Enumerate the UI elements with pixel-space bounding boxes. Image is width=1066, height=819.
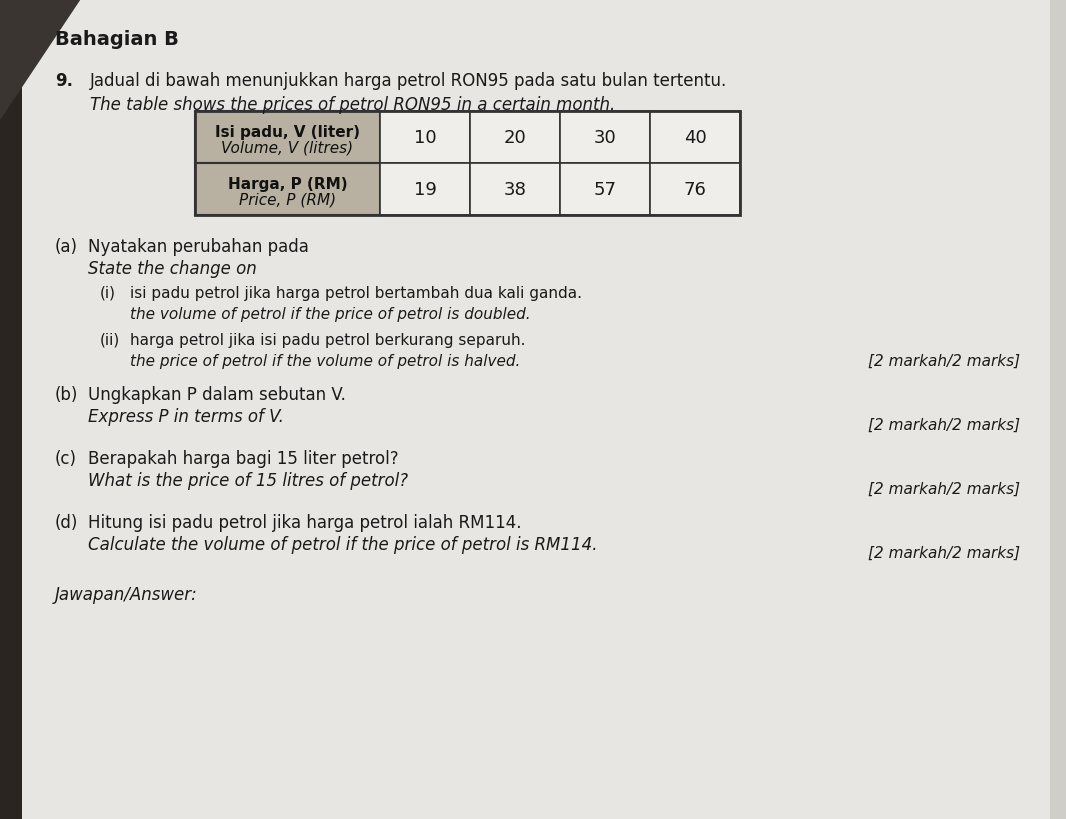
Bar (379, 164, 470, 215)
Text: Price, P (RM): Price, P (RM) (239, 192, 336, 207)
Text: Volume, V (litres): Volume, V (litres) (222, 140, 354, 156)
Bar (470, 164, 560, 215)
Text: State the change on: State the change on (88, 260, 257, 278)
Text: Calculate the volume of petrol if the price of petrol is RM114.: Calculate the volume of petrol if the pr… (88, 536, 598, 554)
Text: Hitung isi padu petrol jika harga petrol ialah RM114.: Hitung isi padu petrol jika harga petrol… (88, 514, 521, 532)
Text: the volume of petrol if the price of petrol is doubled.: the volume of petrol if the price of pet… (130, 306, 531, 322)
Text: 30: 30 (594, 129, 616, 147)
Bar (0, 0, 22, 819)
Text: [2 markah/2 marks]: [2 markah/2 marks] (868, 354, 1020, 369)
Bar (195, 164, 379, 215)
Text: 20: 20 (503, 129, 527, 147)
Text: Jadual di bawah menunjukkan harga petrol RON95 pada satu bulan tertentu.: Jadual di bawah menunjukkan harga petrol… (90, 72, 727, 90)
Bar (195, 112, 740, 215)
Text: Bahagian B: Bahagian B (55, 30, 179, 49)
Bar (195, 112, 379, 164)
Text: (a): (a) (55, 238, 78, 256)
Text: 9.: 9. (55, 72, 72, 90)
Text: The table shows the prices of petrol RON95 in a certain month.: The table shows the prices of petrol RON… (90, 96, 615, 114)
Text: Express P in terms of V.: Express P in terms of V. (88, 408, 284, 426)
Text: [2 markah/2 marks]: [2 markah/2 marks] (868, 418, 1020, 432)
Text: Jawapan/Answer:: Jawapan/Answer: (55, 586, 198, 604)
Text: (c): (c) (55, 450, 77, 468)
Text: the price of petrol if the volume of petrol is halved.: the price of petrol if the volume of pet… (130, 354, 520, 369)
Bar (560, 164, 650, 215)
Bar (650, 164, 740, 215)
Text: Ungkapkan P dalam sebutan V.: Ungkapkan P dalam sebutan V. (88, 386, 345, 404)
Text: (ii): (ii) (100, 333, 120, 347)
Text: 40: 40 (683, 129, 707, 147)
Text: [2 markah/2 marks]: [2 markah/2 marks] (868, 482, 1020, 496)
Text: Harga, P (RM): Harga, P (RM) (228, 176, 348, 192)
Bar (379, 112, 470, 164)
Text: 76: 76 (683, 181, 707, 199)
Text: Isi padu, V (liter): Isi padu, V (liter) (215, 124, 360, 139)
Bar (470, 112, 560, 164)
Text: (b): (b) (55, 386, 79, 404)
Text: Berapakah harga bagi 15 liter petrol?: Berapakah harga bagi 15 liter petrol? (88, 450, 399, 468)
Text: [2 markah/2 marks]: [2 markah/2 marks] (868, 545, 1020, 560)
Text: (d): (d) (55, 514, 79, 532)
Text: harga petrol jika isi padu petrol berkurang separuh.: harga petrol jika isi padu petrol berkur… (130, 333, 526, 347)
Text: 19: 19 (414, 181, 436, 199)
Bar (560, 112, 650, 164)
Text: isi padu petrol jika harga petrol bertambah dua kali ganda.: isi padu petrol jika harga petrol bertam… (130, 286, 582, 301)
Text: 57: 57 (594, 181, 616, 199)
Bar (650, 112, 740, 164)
Text: (i): (i) (100, 286, 116, 301)
Text: 10: 10 (414, 129, 436, 147)
Bar (1050, 0, 1066, 819)
Text: What is the price of 15 litres of petrol?: What is the price of 15 litres of petrol… (88, 472, 408, 490)
Polygon shape (0, 0, 80, 120)
Text: Nyatakan perubahan pada: Nyatakan perubahan pada (88, 238, 309, 256)
Text: 38: 38 (503, 181, 527, 199)
